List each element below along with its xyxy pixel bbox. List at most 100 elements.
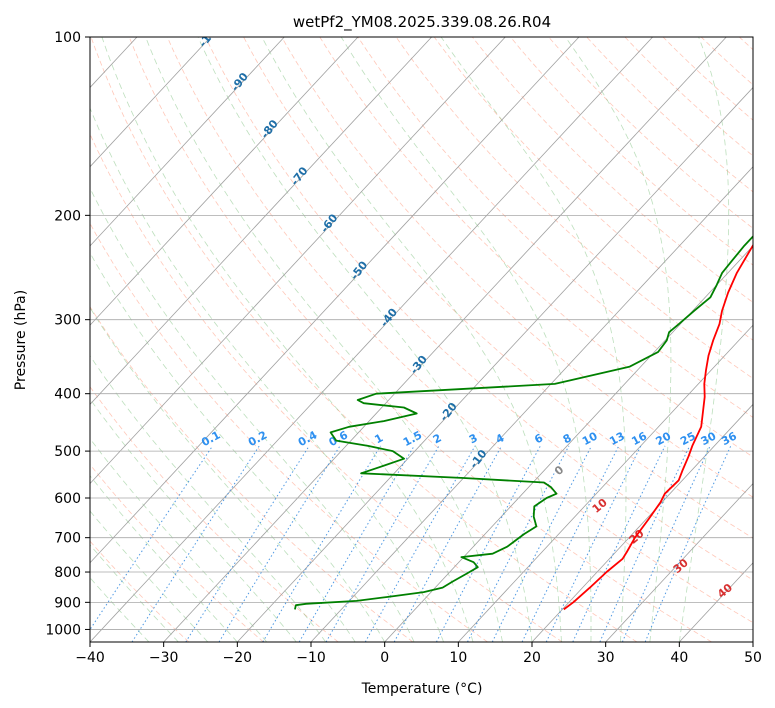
mixing-ratio-label: 36: [719, 429, 739, 448]
mixing-ratio-label: 2: [431, 431, 444, 446]
moist-adiabat-line: [90, 355, 327, 642]
x-axis-label: Temperature (°C): [361, 681, 483, 697]
dry-adiabat-label: -80: [258, 117, 281, 141]
isotherm-line: [90, 37, 580, 564]
mixing-ratio-label: 30: [699, 429, 719, 448]
axes: −40 −30 −20 −10 0 10 20 30 40 5010020030040050060…: [45, 30, 762, 666]
mixing-ratio-line: [435, 445, 541, 642]
mixing-ratio-label: 10: [580, 429, 600, 448]
isotherm-line: [90, 37, 359, 326]
dry-adiabat-line: [739, 37, 753, 51]
y-tick-label: 900: [54, 595, 81, 611]
moist-adiabat-line: [565, 37, 672, 642]
moist-adiabat-line: [101, 37, 474, 642]
dry-adiabat-label: -100: [196, 20, 223, 50]
isotherm-line: [605, 482, 753, 642]
moist-adiabat-line: [90, 107, 444, 642]
x-tick-label: −40: [75, 650, 105, 666]
moist-adiabat-line: [90, 475, 238, 642]
isotherm-line: [679, 562, 753, 642]
mixing-ratio-line: [467, 445, 570, 642]
mixing-ratio-label: 0.2: [246, 428, 269, 449]
dry-adiabat-line: [128, 37, 712, 642]
isotherm-line: [90, 37, 211, 168]
y-axis-label: Pressure (hPa): [13, 290, 29, 390]
dry-adiabat-label: -40: [378, 306, 401, 330]
x-tick-label: 30: [597, 650, 615, 666]
x-tick-label: 0: [380, 650, 389, 666]
isotherm-line: [531, 403, 753, 642]
dry-adiabat-line: [357, 37, 753, 418]
y-tick-label: 400: [54, 387, 81, 403]
moist-adiabat-label: 30: [671, 556, 691, 576]
dry-adiabat-label: -60: [318, 211, 341, 235]
mixing-ratio-line: [393, 445, 503, 642]
x-tick-label: −10: [296, 650, 326, 666]
x-tick-label: 10: [449, 650, 467, 666]
moist-adiabat-line: [145, 37, 503, 642]
mixing-ratio-label: 0.1: [199, 428, 222, 449]
moist-adiabat-line: [90, 187, 415, 642]
mixing-ratio-label: 20: [654, 429, 674, 448]
plot-area: 0.1 0.2 0.4 0.6 1 1.5 2 3 4 6 8 10 13 16 20 25 30 36-100-…: [0, 20, 753, 642]
dry-adiabat-line: [90, 133, 563, 642]
isotherm-line: [0, 37, 63, 642]
isotherm-line: [90, 37, 506, 485]
dry-adiabat-line: [471, 37, 753, 303]
x-tick-label: 20: [523, 650, 541, 666]
y-tick-label: 700: [54, 531, 81, 547]
chart-title: wetPf2_YM08.2025.339.08.26.R04: [293, 13, 551, 32]
moist-adiabat-line: [440, 37, 627, 642]
isotherm-line: [458, 324, 753, 642]
dry-adiabat-label: -30: [407, 353, 430, 377]
y-tick-label: 300: [54, 313, 81, 329]
dry-adiabat-line: [90, 37, 638, 642]
moist-adiabat-line: [90, 398, 297, 642]
dry-adiabat-line: [548, 37, 753, 229]
mixing-ratio-line: [218, 445, 341, 642]
mixing-ratio-line: [521, 445, 620, 642]
mixing-ratio-line: [491, 445, 592, 642]
dry-adiabat-line: [90, 306, 414, 642]
dry-adiabat-line: [90, 386, 339, 642]
mixing-ratio-label: 8: [561, 431, 574, 446]
dry-adiabat-label: -90: [228, 70, 251, 94]
mixing-ratio-line: [298, 445, 415, 642]
moist-adiabat-line: [678, 37, 730, 642]
dry-adiabat-line: [205, 37, 753, 581]
moist-adiabat-label: 40: [715, 581, 735, 601]
dry-adiabat-line: [281, 37, 753, 498]
x-tick-label: 40: [670, 650, 688, 666]
isotherm-line: [90, 37, 285, 247]
moist-adiabat-label: 10: [590, 496, 610, 516]
temperature-profile-line: [563, 243, 753, 611]
mixing-ratio-line: [262, 445, 381, 642]
mixing-ratio-label: 6: [532, 431, 545, 446]
isotherm-line: [752, 641, 753, 642]
moist-adiabat-line: [90, 438, 268, 642]
dry-adiabat-line: [90, 463, 264, 642]
mixing-ratio-line: [621, 445, 711, 642]
dewpoint-profile-line: [294, 235, 753, 610]
mixing-ratio-label: 13: [607, 429, 627, 448]
dry-adiabat-line: [395, 37, 753, 379]
mixing-ratio-line: [364, 445, 476, 642]
x-tick-label: −20: [223, 650, 253, 666]
dry-adiabat-label: -20: [437, 400, 460, 424]
y-tick-label: 800: [54, 565, 81, 581]
mixing-ratio-line: [131, 445, 260, 642]
moist-adiabat-line: [90, 307, 356, 642]
y-tick-label: 1000: [45, 622, 81, 638]
isotherm-line: [163, 37, 727, 642]
dry-adiabat-line: [90, 222, 488, 642]
mixing-ratio-line: [572, 445, 666, 642]
isotherm-line: [237, 86, 753, 642]
y-tick-label: 200: [54, 208, 81, 224]
mixing-ratio-line: [545, 445, 642, 642]
isotherm-line: [384, 245, 753, 642]
y-tick-label: 500: [54, 444, 81, 460]
moist-adiabat-line: [197, 37, 533, 642]
dry-adiabat-label: -50: [348, 258, 371, 282]
mixing-ratio-label: 16: [629, 429, 649, 448]
